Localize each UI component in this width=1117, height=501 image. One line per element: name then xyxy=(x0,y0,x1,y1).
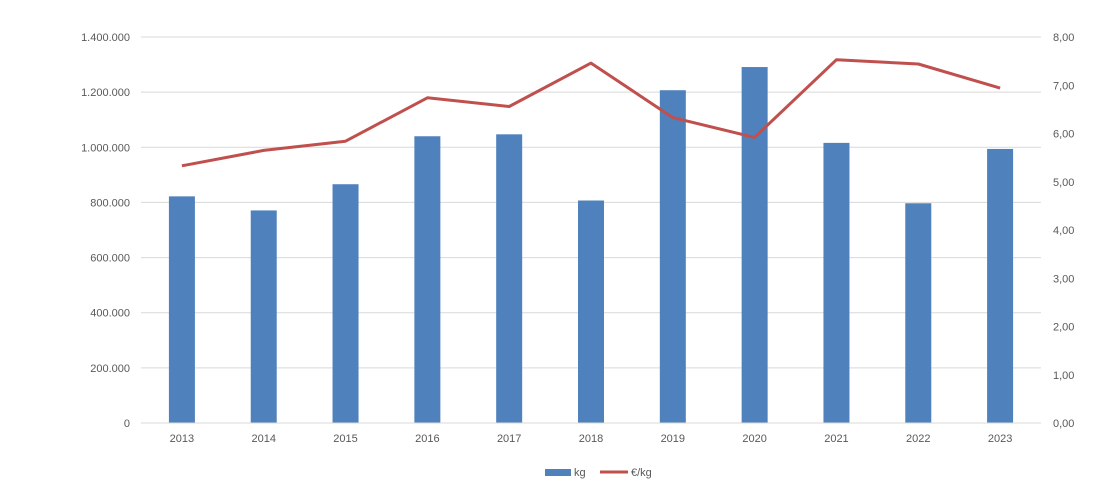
left-tick-label: 600.000 xyxy=(90,253,130,265)
right-tick-label: 7,00 xyxy=(1053,80,1074,92)
bar-2018 xyxy=(578,200,604,423)
x-tick-label: 2013 xyxy=(170,433,194,445)
right-tick-label: 3,00 xyxy=(1053,273,1074,285)
x-tick-label: 2023 xyxy=(988,433,1012,445)
bar-2014 xyxy=(250,210,277,423)
x-tick-label: 2019 xyxy=(661,433,685,445)
legend: kg €/kg xyxy=(545,467,652,479)
left-tick-label: 200.000 xyxy=(90,363,130,375)
x-tick-label: 2015 xyxy=(333,433,357,445)
x-tick-label: 2016 xyxy=(415,433,439,445)
right-tick-label: 0,00 xyxy=(1053,418,1074,430)
legend-swatch-kg xyxy=(545,469,571,476)
right-tick-label: 8,00 xyxy=(1053,32,1074,44)
bar-2015 xyxy=(332,184,359,423)
left-tick-label: 1.200.000 xyxy=(81,87,130,99)
bar-2017 xyxy=(496,134,523,423)
x-tick-label: 2022 xyxy=(906,433,930,445)
legend-label-kg: kg xyxy=(574,467,586,479)
left-tick-label: 800.000 xyxy=(90,197,130,209)
left-tick-label: 0 xyxy=(124,418,130,430)
right-tick-label: 1,00 xyxy=(1053,370,1074,382)
bar-2020 xyxy=(741,67,768,423)
left-axis-tick-labels: 0 200.000 400.000 600.000 800.000 1.000.000 1.… xyxy=(81,32,130,430)
x-tick-label: 2014 xyxy=(251,433,275,445)
right-tick-label: 2,00 xyxy=(1053,322,1074,334)
right-tick-label: 5,00 xyxy=(1053,177,1074,189)
bar-2022 xyxy=(905,203,932,423)
bar-2013 xyxy=(168,196,195,423)
right-axis-tick-labels: 0,00 1,00 2,00 3,00 4,00 5,00 6,00 7,00 8,00 xyxy=(1053,32,1074,430)
bar-2021 xyxy=(823,142,850,424)
bar-series-kg xyxy=(168,67,1014,424)
x-tick-label: 2020 xyxy=(742,433,766,445)
left-tick-label: 400.000 xyxy=(90,308,130,320)
right-tick-label: 6,00 xyxy=(1053,129,1074,141)
left-tick-label: 1.000.000 xyxy=(81,142,130,154)
right-tick-label: 4,00 xyxy=(1053,225,1074,237)
legend-label-price-per-kg: €/kg xyxy=(631,467,652,479)
x-axis-tick-labels: 2013 2014 2015 2016 2017 2018 2019 2020 2021 2022… xyxy=(170,433,1013,445)
line-series-price-per-kg xyxy=(181,58,1001,168)
bar-2019 xyxy=(659,90,686,423)
x-tick-label: 2017 xyxy=(497,433,521,445)
left-tick-label: 1.400.000 xyxy=(81,32,130,44)
bar-2016 xyxy=(414,136,441,423)
x-tick-label: 2021 xyxy=(824,433,848,445)
bar-2023 xyxy=(987,148,1014,423)
x-tick-label: 2018 xyxy=(579,433,603,445)
